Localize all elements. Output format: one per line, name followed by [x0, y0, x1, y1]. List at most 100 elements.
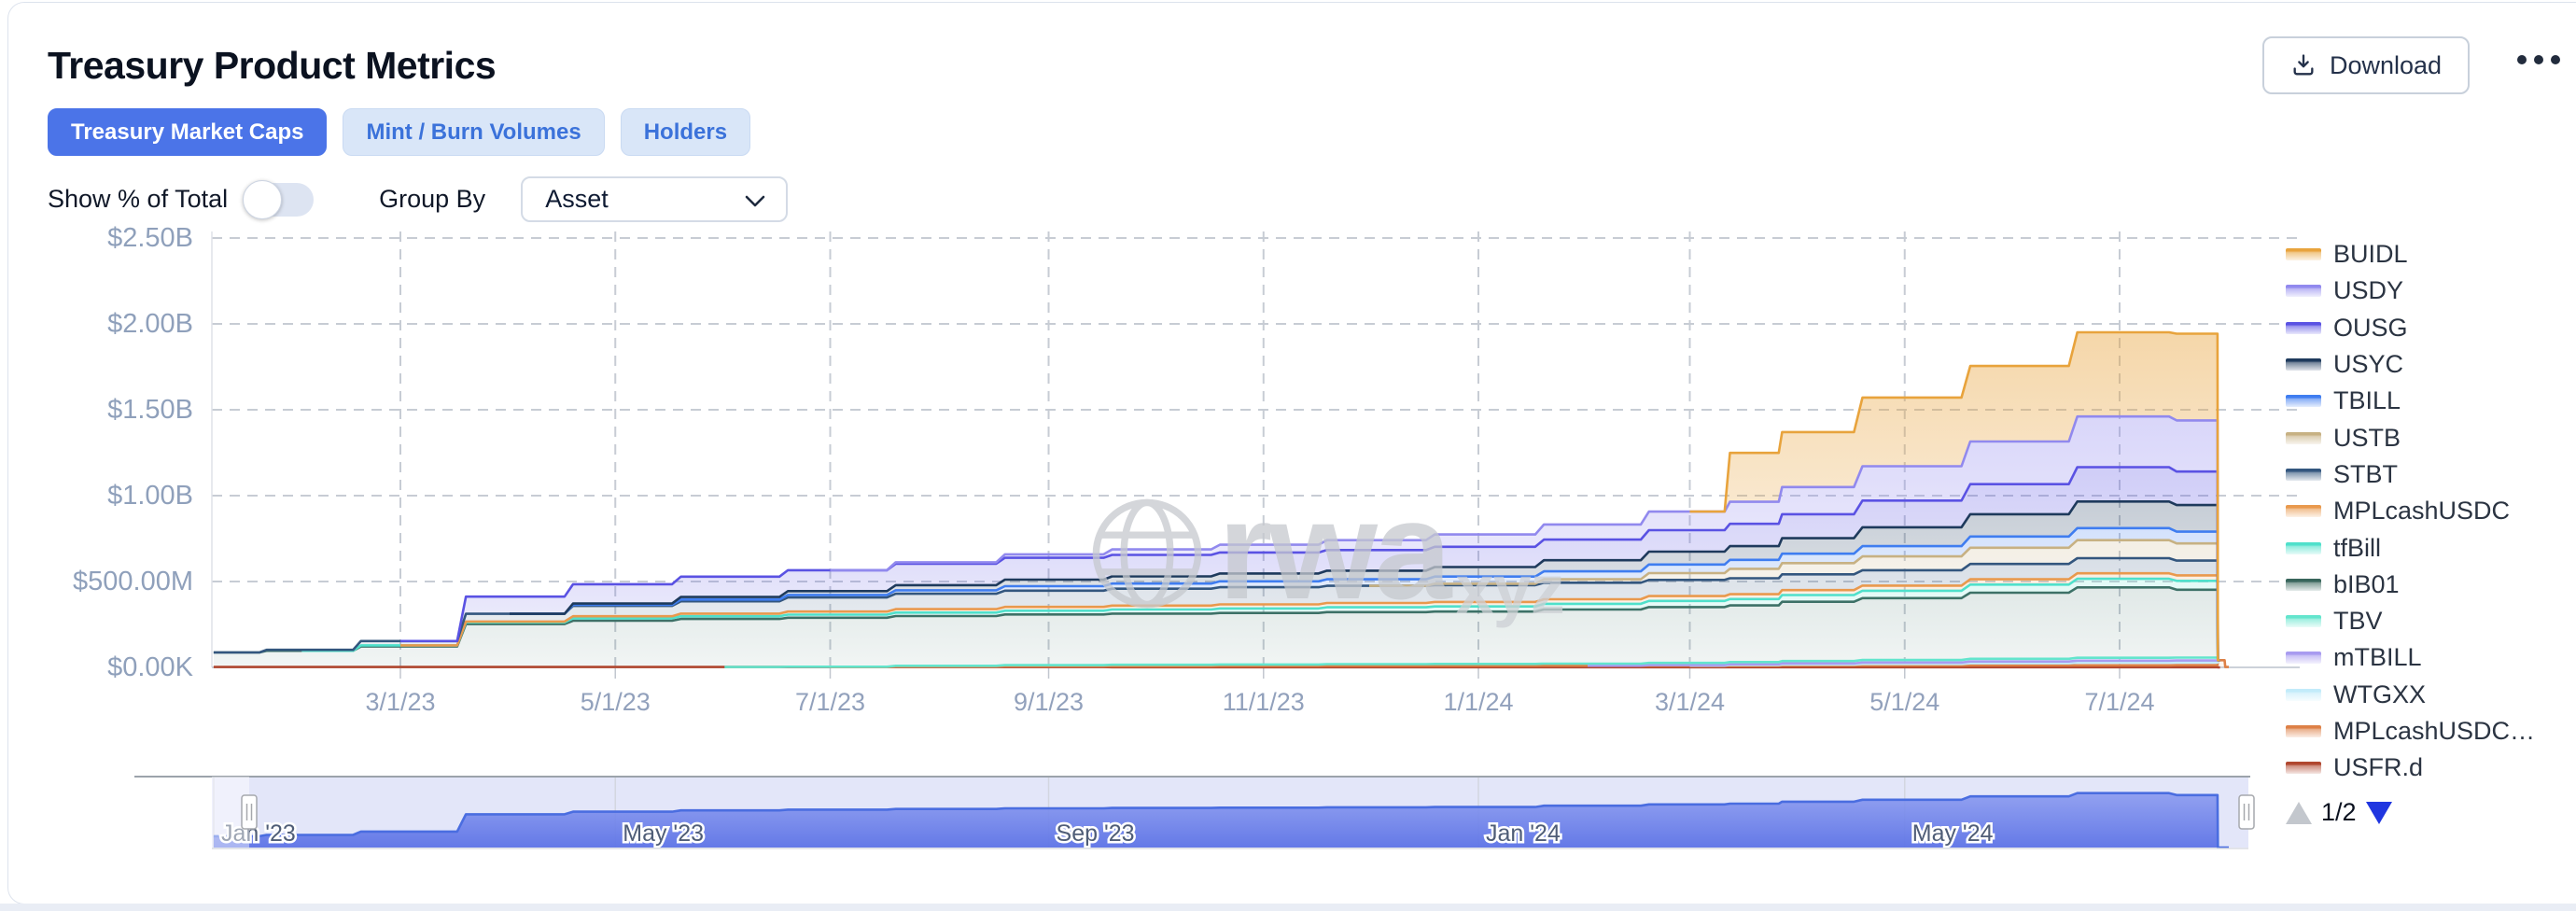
plot-area[interactable] [211, 231, 2300, 679]
legend-page-up-icon[interactable] [2286, 801, 2312, 824]
svg-text:May '23: May '23 [623, 820, 704, 847]
line-BUIDL [1689, 330, 2220, 662]
legend-label: USDY [2333, 276, 2404, 305]
line-USTB [1369, 539, 2220, 662]
svg-text:Jan '24: Jan '24 [1486, 820, 1561, 847]
legend-swatch [2286, 431, 2321, 444]
page-background-strip [0, 904, 2576, 911]
legend-item[interactable]: OUSG [2286, 310, 2576, 346]
navigator-handle-left[interactable] [241, 794, 258, 830]
line-USYC [510, 500, 2220, 662]
legend-label: BUIDL [2333, 240, 2408, 269]
svg-text:7/1/23: 7/1/23 [795, 688, 865, 716]
legend-label: MPLcashUSDC [2333, 497, 2511, 526]
treasury-metrics-card: Treasury Product Metrics Download Treasu… [7, 2, 2576, 904]
chart-controls: Show % of Total Group By Asset [48, 176, 789, 222]
line-TBILL [510, 526, 2220, 662]
line-tfBill [301, 577, 2220, 662]
legend-swatch [2286, 285, 2321, 298]
legend-label: USFR.d [2333, 753, 2424, 782]
tab-treasury-market-caps[interactable]: Treasury Market Caps [48, 108, 328, 156]
svg-text:3/1/23: 3/1/23 [365, 688, 435, 716]
download-button[interactable]: Download [2262, 36, 2471, 94]
svg-text:3/1/24: 3/1/24 [1655, 688, 1725, 716]
svg-text:$2.50B: $2.50B [107, 223, 193, 253]
tab-mint-burn-volumes[interactable]: Mint / Burn Volumes [343, 108, 605, 156]
group-by-value: Asset [545, 185, 609, 213]
toggle-knob [243, 179, 283, 219]
legend-swatch [2286, 578, 2321, 591]
axis-labels: $0.00K $500.00M $1.00B $1.50B $2.00B $2.50B 3/… [73, 223, 2155, 716]
legend-swatch [2286, 468, 2321, 481]
download-label: Download [2330, 50, 2443, 79]
svg-text:7/1/24: 7/1/24 [2084, 688, 2154, 716]
legend-swatch [2286, 725, 2321, 737]
legend-label: TBV [2333, 607, 2383, 636]
legend-item[interactable]: MPLcashUSDC [2286, 493, 2576, 529]
group-by-label: Group By [379, 185, 486, 213]
legend-item[interactable]: BUIDL [2286, 236, 2576, 273]
legend-label: MPLcashUSDC… [2333, 717, 2536, 745]
legend-item[interactable]: mTBILL [2286, 639, 2576, 676]
legend-page-down-icon[interactable] [2365, 801, 2392, 824]
legend-swatch [2286, 321, 2321, 334]
download-icon [2290, 52, 2317, 78]
legend-swatch [2286, 358, 2321, 371]
legend-label: USYC [2333, 350, 2404, 379]
metric-tabs: Treasury Market Caps Mint / Burn Volumes… [48, 108, 751, 156]
area-TBILL [213, 527, 2230, 667]
legend-item[interactable]: USYC [2286, 346, 2576, 383]
svg-text:May '24: May '24 [1912, 820, 1994, 847]
legend-swatch [2286, 541, 2321, 554]
legend-label: OUSG [2333, 313, 2408, 342]
svg-text:$2.00B: $2.00B [107, 309, 193, 339]
navigator-handle-right[interactable] [2238, 794, 2255, 830]
group-by-select[interactable]: Asset [521, 176, 789, 222]
line-OUSG [400, 466, 2220, 662]
tab-holders[interactable]: Holders [620, 108, 751, 156]
svg-text:$1.50B: $1.50B [107, 395, 193, 425]
legend-item[interactable]: TBILL [2286, 383, 2576, 419]
legend-item[interactable]: STBT [2286, 456, 2576, 493]
legend-swatch [2286, 395, 2321, 408]
area-OUSG [213, 467, 2230, 667]
svg-text:9/1/23: 9/1/23 [1014, 688, 1084, 716]
legend-swatch [2286, 615, 2321, 628]
svg-text:5/1/24: 5/1/24 [1869, 688, 1939, 716]
stacked-area-chart[interactable]: $0.00K $500.00M $1.00B $1.50B $2.00B $2.50B 3/… [8, 3, 2576, 911]
show-pct-label: Show % of Total [48, 185, 229, 213]
legend-item[interactable]: tfBill [2286, 529, 2576, 566]
svg-text:$500.00M: $500.00M [73, 567, 193, 596]
svg-text:$1.00B: $1.00B [107, 481, 193, 511]
svg-text:1/1/24: 1/1/24 [1443, 688, 1513, 716]
legend-label: tfBill [2333, 533, 2382, 562]
line-bIB01 [213, 586, 2220, 662]
chart-legend: BUIDL USDY OUSG USYC TBILL USTB STBT MPLcashUSD… [2286, 236, 2576, 786]
legend-swatch [2286, 652, 2321, 665]
legend-item[interactable]: USTB [2286, 419, 2576, 456]
legend-item[interactable]: USDY [2286, 273, 2576, 309]
line-MPLcashUSDC [400, 571, 2220, 662]
area-USTB [213, 540, 2230, 667]
area-STBT [213, 558, 2230, 667]
svg-text:5/1/23: 5/1/23 [581, 688, 651, 716]
show-pct-toggle[interactable] [243, 179, 315, 219]
legend-label: mTBILL [2333, 643, 2422, 672]
legend-item[interactable]: WTGXX [2286, 677, 2576, 713]
legend-item[interactable]: USFR.d [2286, 750, 2576, 786]
legend-item[interactable]: bIB01 [2286, 567, 2576, 603]
legend-page-indicator: 1/2 [2321, 798, 2357, 826]
area-USYC [213, 501, 2230, 667]
legend-swatch [2286, 248, 2321, 261]
more-menu-icon[interactable] [2517, 55, 2560, 64]
legend-swatch [2286, 688, 2321, 701]
legend-label: WTGXX [2333, 680, 2426, 708]
navigator[interactable]: Jan '23 May '23 Sep '23 Jan '24 May '24 [134, 776, 2255, 849]
svg-text:11/1/23: 11/1/23 [1223, 688, 1305, 716]
legend-item[interactable]: MPLcashUSDC… [2286, 713, 2576, 750]
legend-swatch [2286, 505, 2321, 518]
legend-label: bIB01 [2333, 569, 2400, 598]
legend-item[interactable]: TBV [2286, 603, 2576, 639]
legend-swatch [2286, 762, 2321, 775]
legend-label: TBILL [2333, 386, 2401, 415]
